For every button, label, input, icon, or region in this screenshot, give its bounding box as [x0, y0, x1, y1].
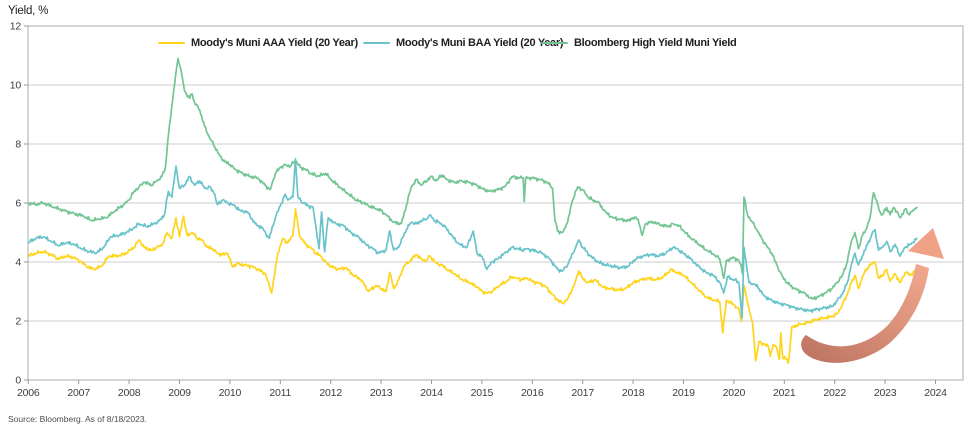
y-tick-label: 2 — [15, 316, 21, 328]
x-tick-label: 2018 — [622, 387, 645, 399]
y-tick-label: 4 — [15, 257, 21, 269]
x-axis-labels: 2006 2007 2008 2009 2010 2011 2012 2013 2014 2015… — [17, 387, 947, 399]
y-axis-labels: 0 2 4 6 8 10 12 — [10, 21, 22, 387]
x-tick-label: 2011 — [269, 387, 291, 399]
x-tick-label: 2021 — [773, 387, 796, 399]
y-tick-label: 8 — [15, 139, 21, 151]
y-tick-label: 10 — [10, 80, 22, 92]
series-line — [27, 157, 918, 319]
x-tick-label: 2007 — [67, 387, 90, 399]
y-tick-label: 6 — [15, 198, 21, 210]
x-tick-label: 2009 — [168, 387, 191, 399]
trend-arrow — [801, 228, 944, 363]
x-tick-label: 2020 — [723, 387, 746, 399]
x-tick-label: 2013 — [370, 387, 393, 399]
y-tick-label: 0 — [15, 375, 21, 387]
series-line — [27, 208, 918, 365]
x-tick-label: 2015 — [471, 387, 494, 399]
x-tick-label: 2016 — [521, 387, 544, 399]
x-tick-label: 2012 — [319, 387, 342, 399]
x-tick-label: 2010 — [219, 387, 242, 399]
x-tick-label: 2017 — [571, 387, 594, 399]
x-tick-label: 2023 — [874, 387, 897, 399]
x-tick-label: 2006 — [17, 387, 40, 399]
y-axis-title: Yield, % — [8, 5, 49, 17]
x-tick-label: 2019 — [672, 387, 695, 399]
series-line — [27, 57, 918, 301]
source-note: Source: Bloomberg. As of 8/18/2023. — [8, 414, 147, 424]
x-tick-label: 2022 — [823, 387, 846, 399]
x-tick-label: 2008 — [118, 387, 141, 399]
axis-ticks — [24, 25, 936, 384]
x-tick-label: 2024 — [924, 387, 947, 399]
x-tick-label: 2014 — [420, 387, 443, 399]
chart-series-lines — [27, 57, 918, 365]
y-tick-label: 12 — [10, 21, 22, 33]
gridlines — [28, 84, 963, 322]
